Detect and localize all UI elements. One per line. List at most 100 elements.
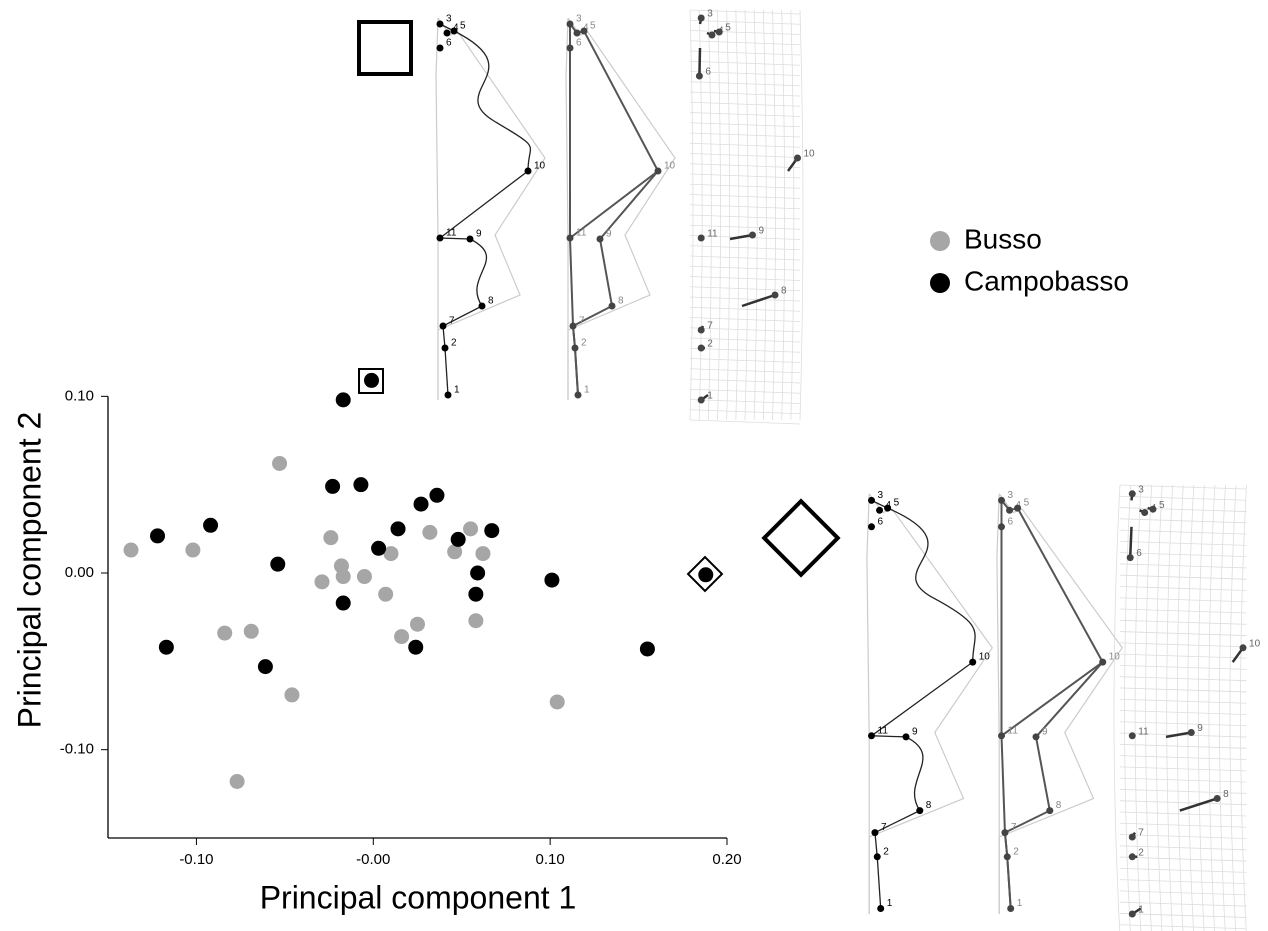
grid-line — [690, 113, 800, 117]
landmark-label: 10 — [979, 652, 991, 663]
grid-line — [1167, 485, 1173, 931]
landmark — [479, 303, 486, 310]
grid-line — [1177, 485, 1183, 931]
landmark-label: 9 — [759, 226, 765, 237]
grid-line — [690, 164, 800, 168]
grid-line — [1120, 711, 1247, 715]
landmark-label: 11 — [446, 228, 457, 239]
landmark — [874, 853, 881, 860]
landmark — [1014, 505, 1021, 512]
landmark — [868, 523, 875, 530]
grid-line — [736, 10, 739, 420]
landmark-label: 7 — [449, 316, 455, 327]
grid-line — [1114, 485, 1120, 931]
landmark — [437, 235, 444, 242]
grid-line — [1230, 485, 1236, 931]
grid-line — [690, 133, 800, 137]
point — [217, 626, 232, 641]
landmark-label: 1 — [454, 385, 460, 396]
y-tick-label: -0.10 — [60, 741, 94, 758]
point — [185, 543, 200, 558]
landmark — [998, 732, 1005, 739]
grid-line — [773, 10, 776, 420]
grid-line — [1219, 485, 1225, 931]
grid-line — [690, 31, 800, 35]
landmark — [444, 30, 451, 37]
grid-line — [1156, 485, 1162, 931]
landmark — [437, 21, 444, 28]
grid-line — [1120, 722, 1247, 726]
landmark-label: 8 — [618, 296, 624, 307]
landmark — [1141, 509, 1148, 516]
grid-line — [1120, 541, 1247, 545]
landmark — [868, 497, 875, 504]
grid-line — [1120, 677, 1247, 681]
landmark-label: 9 — [1042, 727, 1048, 738]
point — [429, 488, 444, 503]
grid-line — [690, 215, 800, 219]
y-axis-title: Principal component 2 — [11, 412, 47, 729]
point — [422, 525, 437, 540]
landmark — [609, 303, 616, 310]
grid-line — [690, 369, 800, 373]
landmark — [570, 323, 577, 330]
grid-line — [690, 143, 800, 147]
landmark — [655, 168, 662, 175]
landmark — [871, 829, 878, 836]
landmark — [1046, 807, 1053, 814]
grid-line — [1241, 485, 1247, 931]
point — [451, 532, 466, 547]
grid-line — [800, 10, 803, 420]
landmark-label: 2 — [707, 339, 713, 350]
selection-square-large — [359, 22, 411, 74]
landmark-label: 10 — [664, 161, 676, 172]
x-tick-label: 0.10 — [536, 851, 565, 868]
landmark-label: 3 — [576, 14, 582, 25]
landmark-label: 8 — [926, 800, 932, 811]
grid-line — [1120, 575, 1247, 579]
landmark-label: 10 — [534, 161, 546, 172]
point — [391, 521, 406, 536]
landmark — [451, 28, 458, 35]
displacement-vector — [1180, 799, 1217, 811]
point — [550, 694, 565, 709]
point — [357, 569, 372, 584]
grid-line — [1120, 496, 1247, 500]
point — [544, 573, 559, 588]
landmark-label: 2 — [451, 338, 457, 349]
grid-line — [1120, 586, 1247, 590]
grid-line — [1120, 688, 1247, 692]
point — [408, 640, 423, 655]
landmark — [437, 45, 444, 52]
landmark — [1240, 644, 1247, 651]
grid-line — [1120, 598, 1247, 602]
grid-line — [1120, 744, 1247, 748]
landmark — [1006, 507, 1013, 514]
grid-line — [690, 246, 800, 250]
landmark-label: 5 — [460, 21, 466, 32]
grid-line — [754, 10, 757, 420]
landmark — [794, 155, 801, 162]
point — [364, 373, 379, 388]
landmark — [1129, 834, 1136, 841]
landmark — [1129, 732, 1136, 739]
point — [640, 641, 655, 656]
landmark — [467, 236, 474, 243]
displacement-vector — [1130, 527, 1131, 558]
grid-line — [690, 307, 800, 311]
landmark-label: 1 — [887, 898, 893, 909]
landmark-label: 1 — [1138, 905, 1144, 916]
landmark-label: 5 — [894, 498, 900, 509]
landmark-label: 11 — [1008, 725, 1019, 736]
landmark — [1129, 911, 1136, 918]
grid-line — [690, 174, 800, 178]
landmark — [998, 523, 1005, 530]
legend-swatch — [930, 231, 950, 251]
landmark — [903, 733, 910, 740]
landmark-label: 2 — [581, 338, 587, 349]
point — [272, 456, 287, 471]
landmark-label: 9 — [476, 229, 482, 240]
point — [371, 541, 386, 556]
landmark — [969, 659, 976, 666]
landmark — [716, 29, 723, 36]
